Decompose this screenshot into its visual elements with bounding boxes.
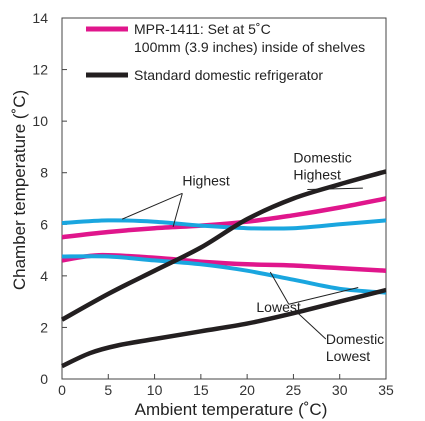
y-tick-label: 14 bbox=[32, 10, 48, 26]
y-tick-label: 8 bbox=[40, 165, 48, 181]
y-tick-label: 4 bbox=[40, 268, 48, 284]
x-axis-title: Ambient temperature (˚C) bbox=[135, 400, 328, 419]
x-tick-label: 20 bbox=[239, 382, 255, 398]
y-tick-label: 2 bbox=[40, 319, 48, 335]
y-axis-title: Chamber temperature (˚C) bbox=[10, 90, 29, 290]
x-tick-label: 10 bbox=[147, 382, 163, 398]
x-tick-label: 30 bbox=[332, 382, 348, 398]
annotation-leader-line bbox=[121, 192, 183, 220]
annotation-label: Domestic Lowest bbox=[326, 331, 384, 364]
x-tick-label: 15 bbox=[193, 382, 209, 398]
annotation-leader-line bbox=[269, 271, 290, 305]
annotation-leader-line bbox=[288, 286, 359, 305]
annotation-label-line: Domestic bbox=[293, 149, 351, 165]
y-tick-label: 12 bbox=[32, 62, 48, 78]
series-line-mpr_blue-3 bbox=[61, 254, 387, 295]
series-line-domestic-4 bbox=[60, 169, 387, 322]
annotation-leader-line bbox=[297, 312, 327, 340]
annotation-leader-line bbox=[307, 187, 363, 190]
x-tick-label: 25 bbox=[286, 382, 302, 398]
series-lines bbox=[60, 169, 387, 369]
annotation-label: Lowest bbox=[256, 299, 300, 315]
legend: MPR-1411: Set at 5˚C 100mm (3.9 inches) i… bbox=[86, 21, 365, 83]
series-line-mpr_pink-0 bbox=[61, 196, 387, 240]
annotation-label: Domestic Highest bbox=[293, 149, 351, 182]
x-tick-label: 5 bbox=[104, 382, 112, 398]
legend-label: Standard domestic refrigerator bbox=[134, 67, 323, 83]
annotation-label-line: Highest bbox=[293, 166, 341, 182]
annotation-label-line: Highest bbox=[182, 173, 230, 189]
annotation-label-line: Lowest bbox=[256, 299, 300, 315]
x-tick-label: 0 bbox=[58, 382, 66, 398]
legend-label-line2: 100mm (3.9 inches) inside of shelves bbox=[134, 39, 365, 55]
y-tick-label: 0 bbox=[40, 371, 48, 387]
annotation-label-line: Domestic bbox=[326, 331, 384, 347]
annotation-leader-line bbox=[172, 193, 183, 227]
legend-label: MPR-1411: Set at 5˚C bbox=[134, 21, 271, 37]
series-line-mpr_blue-2 bbox=[61, 218, 387, 231]
series-line-domestic-5 bbox=[61, 287, 387, 369]
x-tick-label: 35 bbox=[378, 382, 394, 398]
axes: 0 5 10 15 20 25 30 35 0 2 4 6 8 10 12 14 bbox=[32, 10, 394, 398]
annotation-label-line: Lowest bbox=[326, 348, 370, 364]
annotation-label: Highest bbox=[182, 173, 230, 189]
y-tick-label: 6 bbox=[40, 216, 48, 232]
y-tick-label: 10 bbox=[32, 113, 48, 129]
